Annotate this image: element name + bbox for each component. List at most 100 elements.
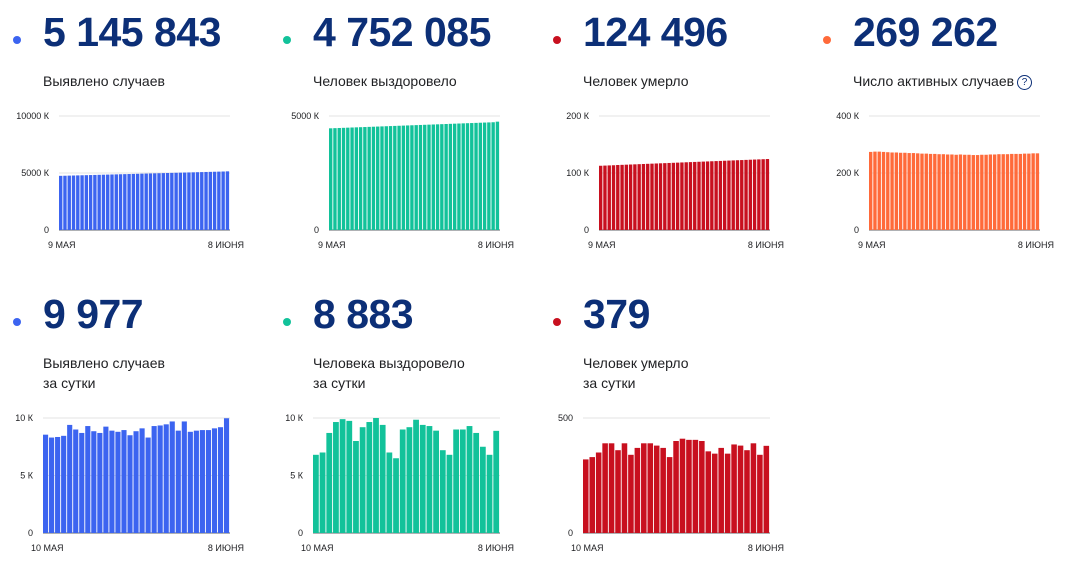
bar[interactable] xyxy=(193,430,199,533)
bar[interactable] xyxy=(79,432,85,533)
bar[interactable] xyxy=(705,451,712,533)
bar[interactable] xyxy=(109,430,115,533)
bar[interactable] xyxy=(208,171,213,230)
bar[interactable] xyxy=(453,429,460,534)
bar[interactable] xyxy=(333,128,337,230)
bar[interactable] xyxy=(603,165,607,230)
bar[interactable] xyxy=(967,154,971,230)
bar[interactable] xyxy=(329,128,333,230)
bar[interactable] xyxy=(444,124,448,230)
bar[interactable] xyxy=(67,175,71,230)
bar[interactable] xyxy=(688,162,693,230)
bar[interactable] xyxy=(97,174,101,230)
bar[interactable] xyxy=(461,123,465,230)
bar[interactable] xyxy=(178,172,183,230)
bar[interactable] xyxy=(326,432,333,533)
bar[interactable] xyxy=(435,124,440,230)
bar[interactable] xyxy=(693,161,697,230)
bar[interactable] xyxy=(1014,153,1018,230)
bar[interactable] xyxy=(84,175,89,230)
bar[interactable] xyxy=(761,159,765,230)
bar[interactable] xyxy=(106,174,110,230)
bar[interactable] xyxy=(473,432,480,533)
bar[interactable] xyxy=(963,154,967,230)
bar[interactable] xyxy=(413,419,419,533)
bar[interactable] xyxy=(175,430,181,533)
bar[interactable] xyxy=(898,152,903,230)
bar[interactable] xyxy=(205,430,211,533)
bar[interactable] xyxy=(718,447,724,533)
bar[interactable] xyxy=(479,446,486,533)
bar[interactable] xyxy=(43,434,49,533)
bar[interactable] xyxy=(666,457,673,533)
bar[interactable] xyxy=(1022,153,1027,230)
bar[interactable] xyxy=(367,126,371,230)
bar[interactable] xyxy=(988,154,993,230)
bar[interactable] xyxy=(73,429,79,534)
bar[interactable] xyxy=(699,441,705,533)
bar[interactable] xyxy=(225,171,230,230)
bar[interactable] xyxy=(731,444,737,533)
bar[interactable] xyxy=(148,173,153,230)
bar[interactable] xyxy=(750,443,757,533)
bar[interactable] xyxy=(984,154,988,230)
bar[interactable] xyxy=(1018,153,1023,230)
bar[interactable] xyxy=(633,164,637,230)
bar[interactable] xyxy=(103,426,109,534)
bar[interactable] xyxy=(1005,154,1010,230)
bar[interactable] xyxy=(945,154,950,230)
bar[interactable] xyxy=(616,165,620,230)
bar[interactable] xyxy=(907,153,911,230)
bar[interactable] xyxy=(439,450,446,533)
bar[interactable] xyxy=(448,123,453,230)
bar[interactable] xyxy=(376,126,380,230)
bar[interactable] xyxy=(1035,153,1040,230)
bar[interactable] xyxy=(680,162,684,230)
bar[interactable] xyxy=(393,458,399,533)
bar[interactable] xyxy=(121,430,127,533)
bar[interactable] xyxy=(169,421,175,533)
bar[interactable] xyxy=(59,175,63,230)
bar[interactable] xyxy=(161,173,165,230)
bar[interactable] xyxy=(217,171,221,230)
bar[interactable] xyxy=(877,151,881,231)
bar[interactable] xyxy=(937,154,941,230)
bar[interactable] xyxy=(744,450,750,533)
bar[interactable] xyxy=(752,159,757,230)
bar[interactable] xyxy=(419,424,426,533)
bar[interactable] xyxy=(76,175,80,230)
bar[interactable] xyxy=(459,429,466,534)
bar[interactable] xyxy=(393,125,397,230)
bar[interactable] xyxy=(765,159,770,230)
bar[interactable] xyxy=(333,422,339,533)
bar[interactable] xyxy=(71,175,76,230)
bar[interactable] xyxy=(221,171,225,230)
bar[interactable] xyxy=(181,421,187,533)
bar[interactable] xyxy=(93,174,97,230)
bar[interactable] xyxy=(414,125,418,230)
bar[interactable] xyxy=(199,430,205,533)
bar[interactable] xyxy=(658,163,663,230)
bar[interactable] xyxy=(67,424,73,533)
bar[interactable] xyxy=(466,426,473,533)
bar[interactable] xyxy=(671,162,676,230)
bar[interactable] xyxy=(493,430,500,533)
bar[interactable] xyxy=(195,172,200,230)
bar[interactable] xyxy=(157,425,163,533)
bar[interactable] xyxy=(602,443,608,533)
bar[interactable] xyxy=(641,163,646,230)
bar[interactable] xyxy=(61,435,67,533)
bar[interactable] xyxy=(615,450,621,533)
bar[interactable] xyxy=(660,447,666,533)
bar[interactable] xyxy=(457,123,461,230)
bar[interactable] xyxy=(384,126,388,230)
bar[interactable] xyxy=(701,161,705,230)
bar[interactable] xyxy=(654,163,658,230)
bar[interactable] xyxy=(49,437,55,533)
bar[interactable] xyxy=(482,122,487,230)
bar[interactable] xyxy=(465,123,470,230)
bar[interactable] xyxy=(599,165,603,230)
bar[interactable] xyxy=(187,431,193,533)
bar[interactable] xyxy=(663,163,667,230)
bar[interactable] xyxy=(595,452,602,534)
